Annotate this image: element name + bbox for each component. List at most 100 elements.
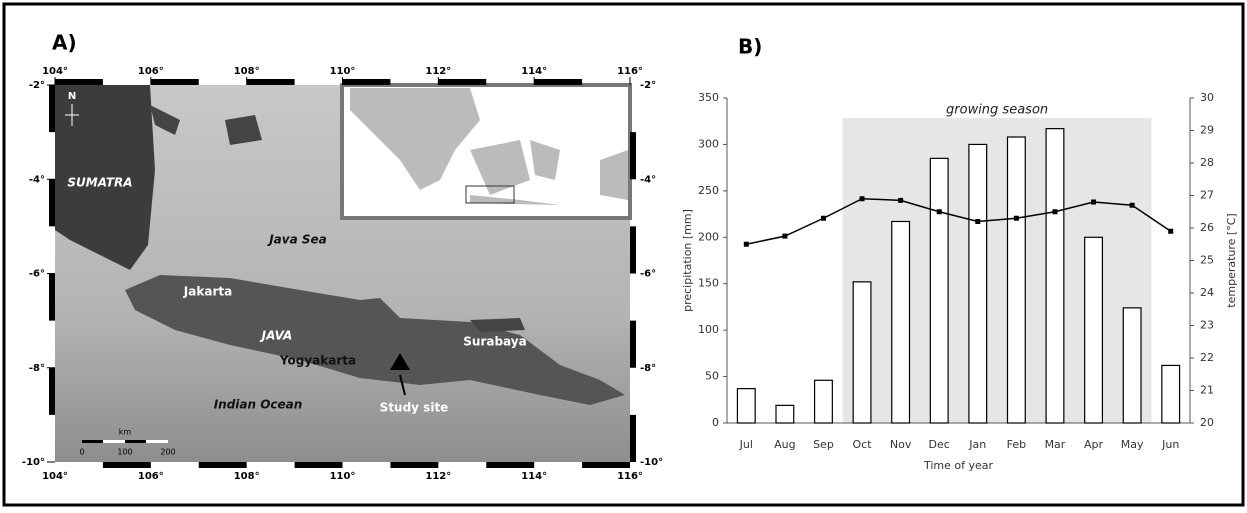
- y-tick-label: 200: [698, 230, 719, 243]
- y2-tick-label: 27: [1200, 189, 1214, 202]
- chart: B): [738, 35, 762, 59]
- place-label: Indian Ocean: [214, 398, 303, 412]
- lon-label: 106°: [138, 66, 164, 77]
- point: [898, 198, 903, 203]
- map-border: [151, 79, 199, 85]
- map-border: [55, 79, 103, 85]
- map-border: [582, 462, 630, 468]
- bar: [1123, 308, 1141, 423]
- map: N SUMATRA Java Sea Jakarta JAVA Yogyakar…: [55, 85, 630, 462]
- lat-label: -2°: [640, 80, 656, 91]
- place-label: Study site: [380, 401, 449, 415]
- scale-label: 0: [79, 448, 84, 457]
- lon-label: 104°: [42, 471, 68, 482]
- lat-label: -6°: [29, 269, 45, 280]
- point: [821, 216, 826, 221]
- highlight-region: [843, 118, 1152, 423]
- lon-label: 116°: [617, 471, 643, 482]
- lon-label: 110°: [330, 471, 356, 482]
- y-tick-label: 100: [698, 323, 719, 336]
- lat-label: -6°: [640, 269, 656, 280]
- lon-label: 106°: [138, 471, 164, 482]
- north-arrow: N: [68, 91, 76, 102]
- x-tick-label: Mar: [1045, 438, 1066, 451]
- panel-label: B): [738, 35, 762, 59]
- place-label: Yogyakarta: [279, 354, 356, 368]
- bar: [737, 389, 755, 423]
- bar: [1162, 365, 1180, 423]
- map-border: [390, 462, 438, 468]
- y2-tick-label: 24: [1200, 286, 1214, 299]
- x-tick-label: May: [1121, 438, 1144, 451]
- place-label: Java Sea: [267, 233, 327, 247]
- lon-label: 110°: [330, 66, 356, 77]
- map-border: [49, 274, 55, 321]
- map-border: [438, 79, 486, 85]
- bar: [892, 222, 910, 424]
- lon-label: 108°: [234, 471, 260, 482]
- scale-label: 200: [160, 448, 175, 457]
- map-border: [343, 79, 391, 85]
- x-tick-label: Apr: [1084, 438, 1104, 451]
- map-border: [49, 368, 55, 415]
- map-border: [630, 226, 636, 273]
- map-border: [486, 462, 534, 468]
- map-border: [199, 462, 247, 468]
- map-border: [630, 415, 636, 462]
- lat-label: -8°: [29, 363, 45, 374]
- bar: [853, 282, 871, 423]
- point: [744, 242, 749, 247]
- map-border: [247, 79, 295, 85]
- lon-label: 114°: [521, 471, 547, 482]
- x-tick-label: Oct: [853, 438, 873, 451]
- y2-tick-label: 21: [1200, 384, 1214, 397]
- scale-bar: [125, 440, 146, 443]
- y-axis-title: precipitation [mm]: [681, 209, 694, 312]
- map-border: [49, 179, 55, 226]
- y-tick-label: 350: [698, 91, 719, 104]
- point: [1014, 216, 1019, 221]
- highlight-label: growing season: [946, 103, 1048, 118]
- bar: [1046, 129, 1064, 423]
- lat-label: -2°: [29, 80, 45, 91]
- map-border: [534, 79, 582, 85]
- scale-label: 100: [117, 448, 132, 457]
- y2-tick-label: 29: [1200, 124, 1214, 137]
- bar: [930, 158, 948, 423]
- lon-label: 112°: [425, 471, 451, 482]
- map-border: [49, 85, 55, 132]
- bar: [776, 405, 794, 423]
- map-border: [103, 462, 151, 468]
- lat-label: -4°: [640, 174, 656, 185]
- scale-unit: km: [119, 428, 132, 437]
- x-axis-title: Time of year: [923, 459, 994, 472]
- x-tick-label: Dec: [929, 438, 950, 451]
- lat-label: -10°: [22, 457, 45, 468]
- lon-label: 114°: [521, 66, 547, 77]
- point: [1091, 200, 1096, 205]
- x-tick-label: Feb: [1007, 438, 1026, 451]
- lon-label: 108°: [234, 66, 260, 77]
- x-tick-label: Sep: [813, 438, 834, 451]
- x-tick-label: Jan: [968, 438, 986, 451]
- point: [860, 196, 865, 201]
- panel-label: A): [52, 31, 77, 55]
- x-tick-label: Jul: [739, 438, 753, 451]
- x-tick-label: Jun: [1161, 438, 1179, 451]
- y2-tick-label: 22: [1200, 351, 1214, 364]
- map-border: [630, 321, 636, 368]
- point: [1130, 203, 1135, 208]
- map-border: [295, 462, 343, 468]
- x-tick-label: Nov: [890, 438, 912, 451]
- y-tick-label: 50: [705, 370, 719, 383]
- point: [782, 234, 787, 239]
- lat-label: -8°: [640, 363, 656, 374]
- map-border: [630, 132, 636, 179]
- place-label: JAVA: [260, 329, 293, 343]
- y2-tick-label: 23: [1200, 319, 1214, 332]
- y2-tick-label: 25: [1200, 254, 1214, 267]
- point: [937, 209, 942, 214]
- y-tick-label: 0: [712, 416, 719, 429]
- y-tick-label: 300: [698, 137, 719, 150]
- lat-label: -4°: [29, 174, 45, 185]
